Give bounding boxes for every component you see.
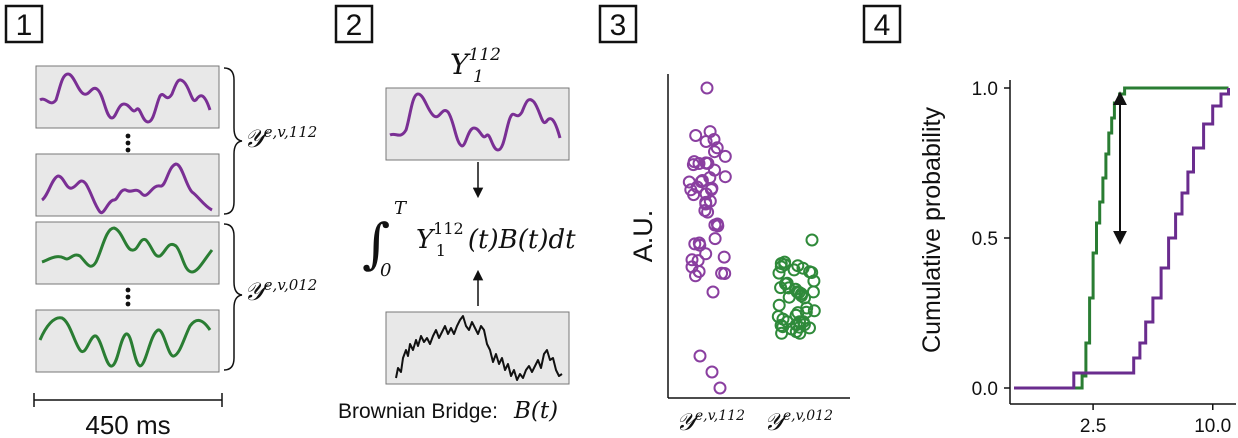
trace-box-bridge [385, 311, 570, 385]
integral-equation: ∫ T 0 Y112 1 (t)B(t)dt [362, 198, 576, 281]
strip-point-012 [791, 306, 805, 320]
strip-point-112 [700, 156, 714, 170]
strip-point-012 [776, 320, 790, 334]
strip-point-112 [692, 236, 706, 250]
svg-text:0: 0 [380, 260, 391, 281]
brace-bottom-label: 𝒴e,v,012 [244, 276, 317, 306]
strip-point-012 [787, 263, 801, 277]
trace-box-y1 [385, 87, 570, 161]
strip-point-112 [717, 250, 731, 264]
strip-point-112 [700, 81, 714, 95]
strip-points-green [771, 233, 821, 340]
strip-point-012 [806, 285, 820, 299]
trace-green-1 [41, 226, 214, 274]
panel-4-label: 4 [862, 4, 902, 44]
strip-y-label: A.U. [628, 210, 658, 263]
svg-text:3: 3 [610, 9, 627, 42]
trace-purple-2 [40, 162, 213, 215]
cdf-line-purple [1014, 88, 1230, 390]
strip-point-112 [682, 175, 696, 189]
strip-point-112 [698, 204, 712, 217]
trace-box-purple-2 [35, 153, 220, 217]
trace-green-2 [38, 316, 212, 368]
strip-point-112 [718, 170, 732, 184]
strip-point-012 [796, 315, 810, 329]
cdf-y-tick-label: 0.0 [972, 379, 998, 400]
strip-point-112 [699, 187, 713, 201]
strip-point-112 [715, 266, 729, 280]
strip-point-112 [710, 217, 724, 231]
panel-2-title: Y112 1 [450, 45, 501, 87]
cdf-line-green [1014, 86, 1229, 390]
svg-text:2: 2 [346, 9, 363, 42]
strip-x-label-012: 𝒴e,v,012 [764, 408, 833, 436]
trace-box-green-1 [35, 221, 220, 285]
bridge-math: B(t) [513, 398, 558, 424]
strip-point-012 [807, 304, 821, 318]
strip-point-012 [803, 265, 817, 279]
strip-point-112 [710, 141, 724, 155]
bridge-label: Brownian Bridge: [338, 400, 498, 423]
strip-point-012 [798, 291, 811, 305]
strip-point-112 [718, 149, 732, 163]
strip-point-012 [805, 233, 819, 247]
cdf-x-tick-label: 10.0 [1194, 416, 1231, 437]
cdf-lines [1014, 86, 1230, 390]
trace-purple-1 [39, 72, 212, 124]
strip-point-112 [699, 195, 713, 209]
strip-point-112 [699, 247, 713, 261]
brace-bottom [223, 223, 243, 371]
strip-point-112 [703, 125, 717, 139]
strip-point-112 [713, 381, 727, 395]
strip-point-012 [796, 261, 810, 275]
strip-point-112 [693, 349, 707, 363]
svg-text:4: 4 [874, 9, 891, 42]
cdf-y-tick-label: 0.5 [972, 229, 998, 250]
panel-2-label: 2 [334, 4, 374, 44]
strip-point-112 [708, 232, 722, 246]
strip-point-112 [705, 365, 719, 379]
panel-1-label: 1 [4, 4, 44, 44]
brace-top-label: 𝒴e,v,112 [244, 123, 317, 153]
strip-point-112 [685, 253, 699, 267]
panel-3-label: 3 [598, 4, 638, 44]
brace-top [223, 67, 243, 215]
svg-text:∫: ∫ [362, 212, 390, 275]
strip-point-012 [774, 260, 788, 274]
brownian-bridge-trace [395, 315, 563, 381]
trace-y1 [389, 92, 562, 152]
strip-points-purple [682, 81, 732, 395]
scale-bar-label: 450 ms [85, 410, 170, 438]
scale-bar [33, 393, 223, 407]
trace-box-purple-1 [35, 65, 220, 129]
panel-3: A.U. 𝒴e,v,112 𝒴e,v,012 [628, 74, 850, 436]
strip-point-112 [706, 285, 720, 299]
cdf-y-label: Cumulative probability [918, 107, 946, 353]
strip-point-112 [692, 157, 706, 170]
cdf-x-tick-label: 2.5 [1080, 416, 1106, 437]
strip-point-112 [684, 183, 698, 197]
cdf-ticks: 0.0 0.5 1.0 2.5 10.0 [972, 79, 1232, 437]
strip-point-012 [789, 282, 803, 296]
strip-point-012 [793, 326, 807, 340]
panel-2: Y112 1 ∫ T 0 Y112 1 (t)B(t)dt Brownian Brid… [338, 45, 576, 424]
strip-point-012 [772, 298, 786, 312]
panel-4: 0.0 0.5 1.0 2.5 10.0 Cumulative probability [918, 79, 1236, 437]
strip-x-label-112: 𝒴e,v,112 [676, 408, 745, 436]
strip-point-112 [692, 265, 706, 278]
panel-1: 𝒴e,v,112 𝒴e,v,012 450 ms [33, 65, 317, 438]
strip-point-012 [779, 277, 792, 291]
strip-point-112 [689, 129, 703, 142]
svg-text:1: 1 [16, 9, 33, 42]
cdf-y-tick-label: 1.0 [972, 79, 998, 100]
svg-text:T: T [394, 198, 408, 219]
